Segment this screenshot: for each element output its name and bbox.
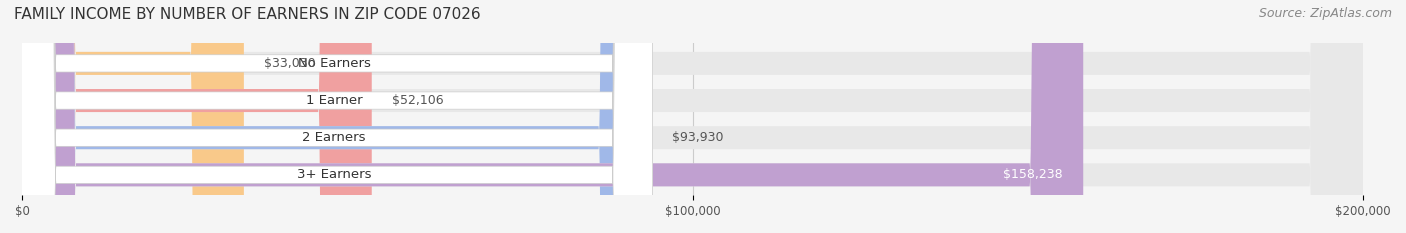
FancyBboxPatch shape <box>22 0 1083 233</box>
FancyBboxPatch shape <box>22 0 652 233</box>
Text: $52,106: $52,106 <box>392 94 443 107</box>
Text: 2 Earners: 2 Earners <box>302 131 366 144</box>
Text: $93,930: $93,930 <box>672 131 724 144</box>
Text: No Earners: No Earners <box>298 57 371 70</box>
FancyBboxPatch shape <box>22 0 371 233</box>
FancyBboxPatch shape <box>22 0 1364 233</box>
Text: FAMILY INCOME BY NUMBER OF EARNERS IN ZIP CODE 07026: FAMILY INCOME BY NUMBER OF EARNERS IN ZI… <box>14 7 481 22</box>
FancyBboxPatch shape <box>15 0 652 233</box>
Text: $158,238: $158,238 <box>1004 168 1063 181</box>
FancyBboxPatch shape <box>22 0 1364 233</box>
FancyBboxPatch shape <box>22 0 1364 233</box>
FancyBboxPatch shape <box>15 0 652 233</box>
FancyBboxPatch shape <box>15 0 652 233</box>
Text: Source: ZipAtlas.com: Source: ZipAtlas.com <box>1258 7 1392 20</box>
FancyBboxPatch shape <box>15 0 652 233</box>
Text: $33,030: $33,030 <box>264 57 315 70</box>
Text: 3+ Earners: 3+ Earners <box>297 168 371 181</box>
Text: 1 Earner: 1 Earner <box>307 94 363 107</box>
FancyBboxPatch shape <box>22 0 243 233</box>
FancyBboxPatch shape <box>22 0 1364 233</box>
